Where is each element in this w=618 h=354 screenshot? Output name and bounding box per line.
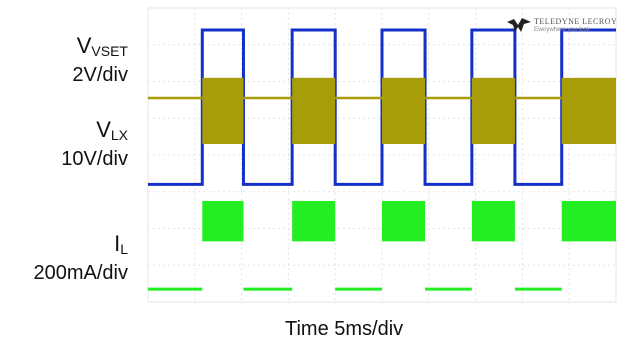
channel-scale-vvset: 2V/div bbox=[72, 64, 128, 86]
vlx-burst bbox=[382, 77, 426, 144]
channel-label-vlx: VLX 10V/div bbox=[61, 117, 128, 171]
il-burst bbox=[471, 200, 515, 242]
plot-grid bbox=[147, 7, 617, 303]
plot-traces bbox=[148, 28, 616, 291]
logo-text: TELEDYNE LECROY bbox=[534, 17, 618, 26]
x-axis-label: Time 5ms/div bbox=[285, 318, 404, 340]
vlx-burst bbox=[202, 77, 244, 144]
channel-scale-il: 200mA/div bbox=[33, 262, 129, 284]
logo-subtext: Everywhere you look bbox=[534, 27, 590, 33]
vlx-burst bbox=[561, 77, 616, 144]
trace-il bbox=[148, 200, 616, 291]
teledyne-lecroy-logo: TELEDYNE LECROY Everywhere you look bbox=[506, 16, 618, 38]
vlx-burst bbox=[292, 77, 336, 144]
teledyne-logo-icon bbox=[507, 18, 531, 32]
trace-vlx bbox=[148, 77, 616, 144]
il-burst bbox=[292, 200, 336, 242]
channel-label-vvset: VVSET 2V/div bbox=[72, 33, 128, 87]
il-burst bbox=[382, 200, 426, 242]
il-burst bbox=[202, 200, 244, 242]
channel-label-il: IL 200mA/div bbox=[33, 231, 129, 285]
il-burst bbox=[561, 200, 616, 242]
vlx-burst bbox=[471, 77, 515, 144]
channel-scale-vlx: 10V/div bbox=[61, 148, 128, 170]
